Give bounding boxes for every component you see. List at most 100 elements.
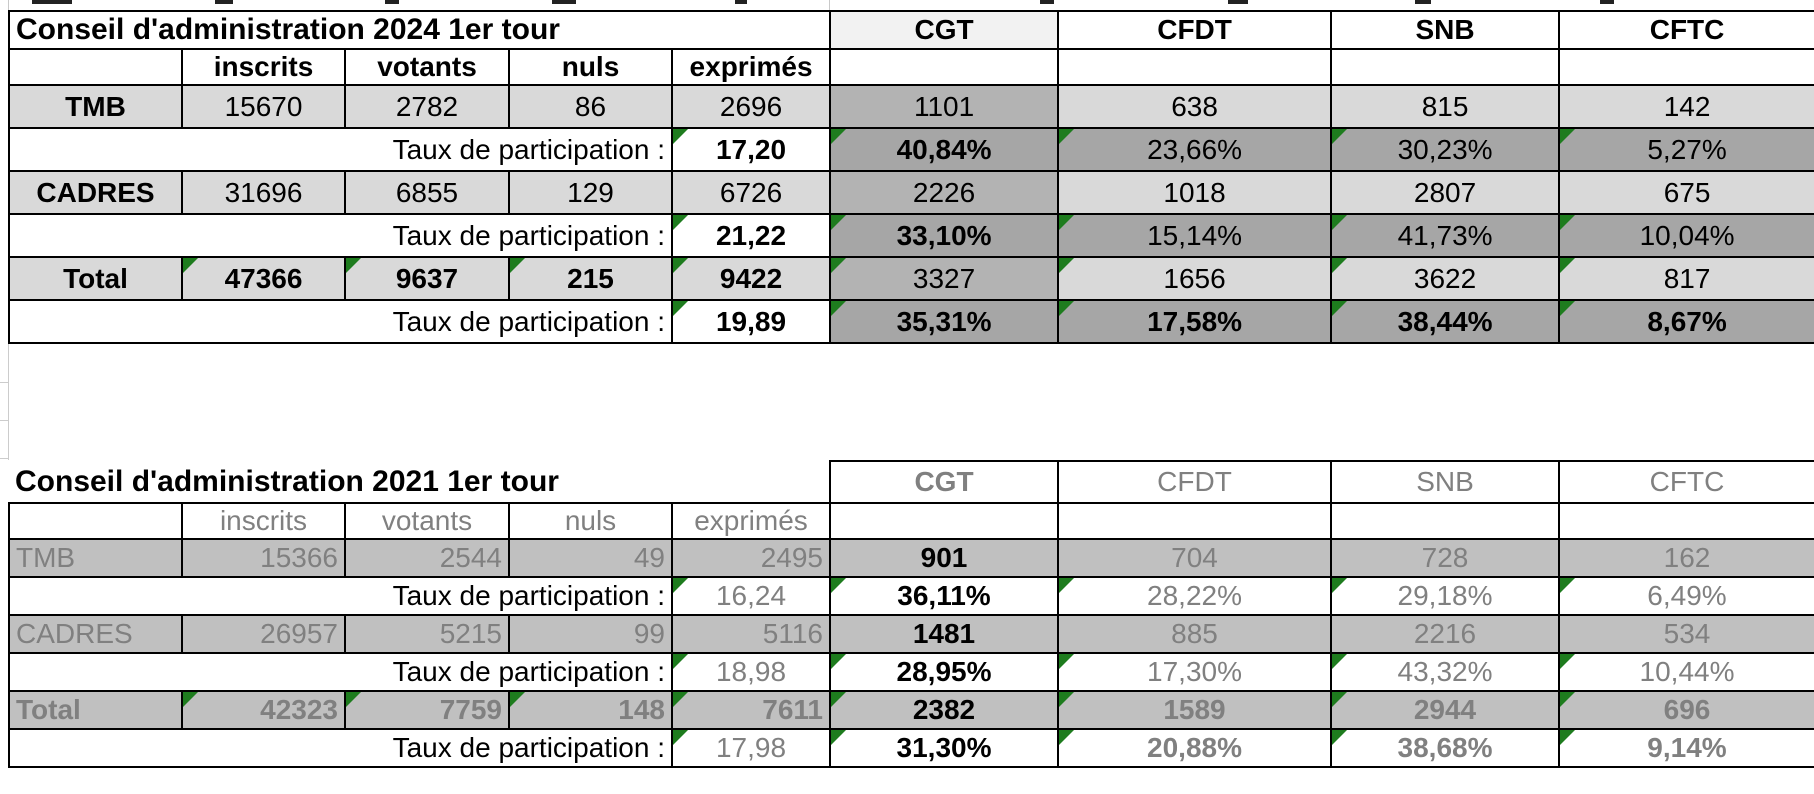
cell-2021-tmb-votants[interactable]: 2544 [344,538,510,578]
cell-2024-tmb-inscrits[interactable]: 15670 [181,84,346,129]
cell-2021-total-pct-snb[interactable]: 38,68% [1330,728,1560,768]
cell-2021-total-exprimes[interactable]: 7611 [671,690,831,730]
cell-2024-total-cgt[interactable]: 3327 [829,256,1060,301]
cell-2024-header-nuls[interactable]: nuls [508,48,673,86]
cell-2021-header-blank-snb[interactable] [1330,502,1560,540]
cell-2021-header-nuls[interactable]: nuls [508,502,673,540]
cell-2021-header-blank-cfdt[interactable] [1057,502,1332,540]
cell-2024-total-snb[interactable]: 3622 [1330,256,1561,301]
cell-2024-cadres-cfdt[interactable]: 1018 [1057,170,1333,215]
cell-2021-header-inscrits[interactable]: inscrits [181,502,346,540]
cell-2021-cadres-taux-value[interactable]: 18,98 [671,652,831,692]
cell-2021-cadres-pct-cftc[interactable]: 10,44% [1558,652,1814,692]
cell-2021-tmb-nuls[interactable]: 49 [508,538,673,578]
cell-2024-tmb-cfdt[interactable]: 638 [1057,84,1333,129]
cell-2024-cadres-label[interactable]: CADRES [8,170,183,215]
cell-2021-tmb-pct-cfdt[interactable]: 28,22% [1057,576,1332,616]
cell-2021-tmb-pct-cgt[interactable]: 36,11% [829,576,1059,616]
cell-2021-tmb-pct-snb[interactable]: 29,18% [1330,576,1560,616]
cell-2024-total-nuls[interactable]: 215 [508,256,673,301]
cell-2021-tmb-snb[interactable]: 728 [1330,538,1560,578]
cell-2021-total-pct-cgt[interactable]: 31,30% [829,728,1059,768]
cell-2024-total-inscrits[interactable]: 47366 [181,256,346,301]
cell-2024-tmb-taux-value[interactable]: 17,20 [670,127,832,172]
cell-2021-total-label[interactable]: Total [8,690,183,730]
cell-2024-cadres-cgt[interactable]: 2226 [829,170,1060,215]
cell-2021-total-inscrits[interactable]: 42323 [181,690,346,730]
cell-2021-total-pct-cftc[interactable]: 9,14% [1558,728,1814,768]
cell-2024-cadres-pct-snb[interactable]: 41,73% [1330,213,1561,258]
cell-2024-total-pct-cgt[interactable]: 35,31% [829,299,1060,344]
cell-2024-total-exprimes[interactable]: 9422 [670,256,832,301]
cell-2024-header-inscrits[interactable]: inscrits [181,48,346,86]
cell-2024-cadres-nuls[interactable]: 129 [508,170,673,215]
cell-2024-tmb-pct-cfdt[interactable]: 23,66% [1057,127,1333,172]
cell-2021-total-votants[interactable]: 7759 [344,690,510,730]
cell-2021-union-cfdt[interactable]: CFDT [1057,460,1332,504]
cell-2024-cadres-inscrits[interactable]: 31696 [181,170,346,215]
cell-2021-union-cgt[interactable]: CGT [829,460,1059,504]
cell-2021-tmb-cftc[interactable]: 162 [1558,538,1814,578]
cell-2024-tmb-snb[interactable]: 815 [1330,84,1561,129]
cell-2021-header-blank-cftc[interactable] [1558,502,1814,540]
cell-2021-cadres-inscrits[interactable]: 26957 [181,614,346,654]
cell-2024-header-exprimes[interactable]: exprimés [670,48,832,86]
cell-2021-tmb-taux-value[interactable]: 16,24 [671,576,831,616]
cell-2024-tmb-cgt[interactable]: 1101 [829,84,1060,129]
cell-2024-total-pct-snb[interactable]: 38,44% [1330,299,1561,344]
cell-2021-union-snb[interactable]: SNB [1330,460,1560,504]
cell-2021-cadres-cftc[interactable]: 534 [1558,614,1814,654]
cell-2021-total-cftc[interactable]: 696 [1558,690,1814,730]
cell-2024-union-snb[interactable]: SNB [1330,10,1561,50]
cell-2021-cadres-cfdt[interactable]: 885 [1057,614,1332,654]
cell-2021-total-taux-label[interactable]: Taux de participation : [8,728,673,768]
cell-2021-header-votants[interactable]: votants [344,502,510,540]
cell-2024-cadres-pct-cfdt[interactable]: 15,14% [1057,213,1333,258]
cell-2024-tmb-taux-label[interactable]: Taux de participation : [8,127,673,172]
cell-2021-cadres-nuls[interactable]: 99 [508,614,673,654]
cell-2024-tmb-nuls[interactable]: 86 [508,84,673,129]
cell-2024-tmb-exprimes[interactable]: 2696 [670,84,832,129]
cell-2024-total-votants[interactable]: 9637 [344,256,510,301]
cell-2024-cadres-taux-label[interactable]: Taux de participation : [8,213,673,258]
cell-2021-cadres-cgt[interactable]: 1481 [829,614,1059,654]
cell-2024-header-blank-cfdt[interactable] [1057,48,1333,86]
cell-2024-total-taux-label[interactable]: Taux de participation : [8,299,673,344]
cell-2021-tmb-cgt[interactable]: 901 [829,538,1059,578]
cell-2021-cadres-exprimes[interactable]: 5116 [671,614,831,654]
cell-2021-tmb-taux-label[interactable]: Taux de participation : [8,576,673,616]
cell-2024-tmb-cftc[interactable]: 142 [1558,84,1814,129]
cell-2024-total-pct-cftc[interactable]: 8,67% [1558,299,1814,344]
cell-2021-title[interactable]: Conseil d'administration 2021 1er tour [9,461,830,503]
cell-2021-header-exprimes[interactable]: exprimés [671,502,831,540]
cell-2021-header-empty[interactable] [8,502,183,540]
cell-2024-cadres-votants[interactable]: 6855 [344,170,510,215]
cell-2021-cadres-snb[interactable]: 2216 [1330,614,1560,654]
cell-2021-total-nuls[interactable]: 148 [508,690,673,730]
cell-2024-total-label[interactable]: Total [8,256,183,301]
cell-2021-total-cfdt[interactable]: 1589 [1057,690,1332,730]
cell-2024-cadres-exprimes[interactable]: 6726 [670,170,832,215]
cell-2021-union-cftc[interactable]: CFTC [1558,460,1814,504]
cell-2024-cadres-taux-value[interactable]: 21,22 [670,213,832,258]
cell-2021-total-snb[interactable]: 2944 [1330,690,1560,730]
cell-2024-union-cfdt[interactable]: CFDT [1057,10,1333,50]
cell-2024-header-blank-cgt[interactable] [829,48,1060,86]
cell-2021-total-taux-value[interactable]: 17,98 [671,728,831,768]
cell-2021-tmb-exprimes[interactable]: 2495 [671,538,831,578]
cell-2024-total-cftc[interactable]: 817 [1558,256,1814,301]
cell-2024-cadres-snb[interactable]: 2807 [1330,170,1561,215]
cell-2024-union-cftc[interactable]: CFTC [1558,10,1814,50]
cell-2021-cadres-pct-cgt[interactable]: 28,95% [829,652,1059,692]
cell-2021-tmb-pct-cftc[interactable]: 6,49% [1558,576,1814,616]
cell-2021-cadres-label[interactable]: CADRES [8,614,183,654]
cell-2021-tmb-cfdt[interactable]: 704 [1057,538,1332,578]
cell-2021-cadres-taux-label[interactable]: Taux de participation : [8,652,673,692]
cell-2024-title[interactable]: Conseil d'administration 2024 1er tour [7,10,832,50]
cell-2021-tmb-label[interactable]: TMB [8,538,183,578]
cell-2021-total-cgt[interactable]: 2382 [829,690,1059,730]
cell-2024-header-empty[interactable] [8,48,183,86]
cell-2024-tmb-pct-cftc[interactable]: 5,27% [1558,127,1814,172]
cell-2024-total-pct-cfdt[interactable]: 17,58% [1057,299,1333,344]
cell-2024-tmb-label[interactable]: TMB [8,84,183,129]
